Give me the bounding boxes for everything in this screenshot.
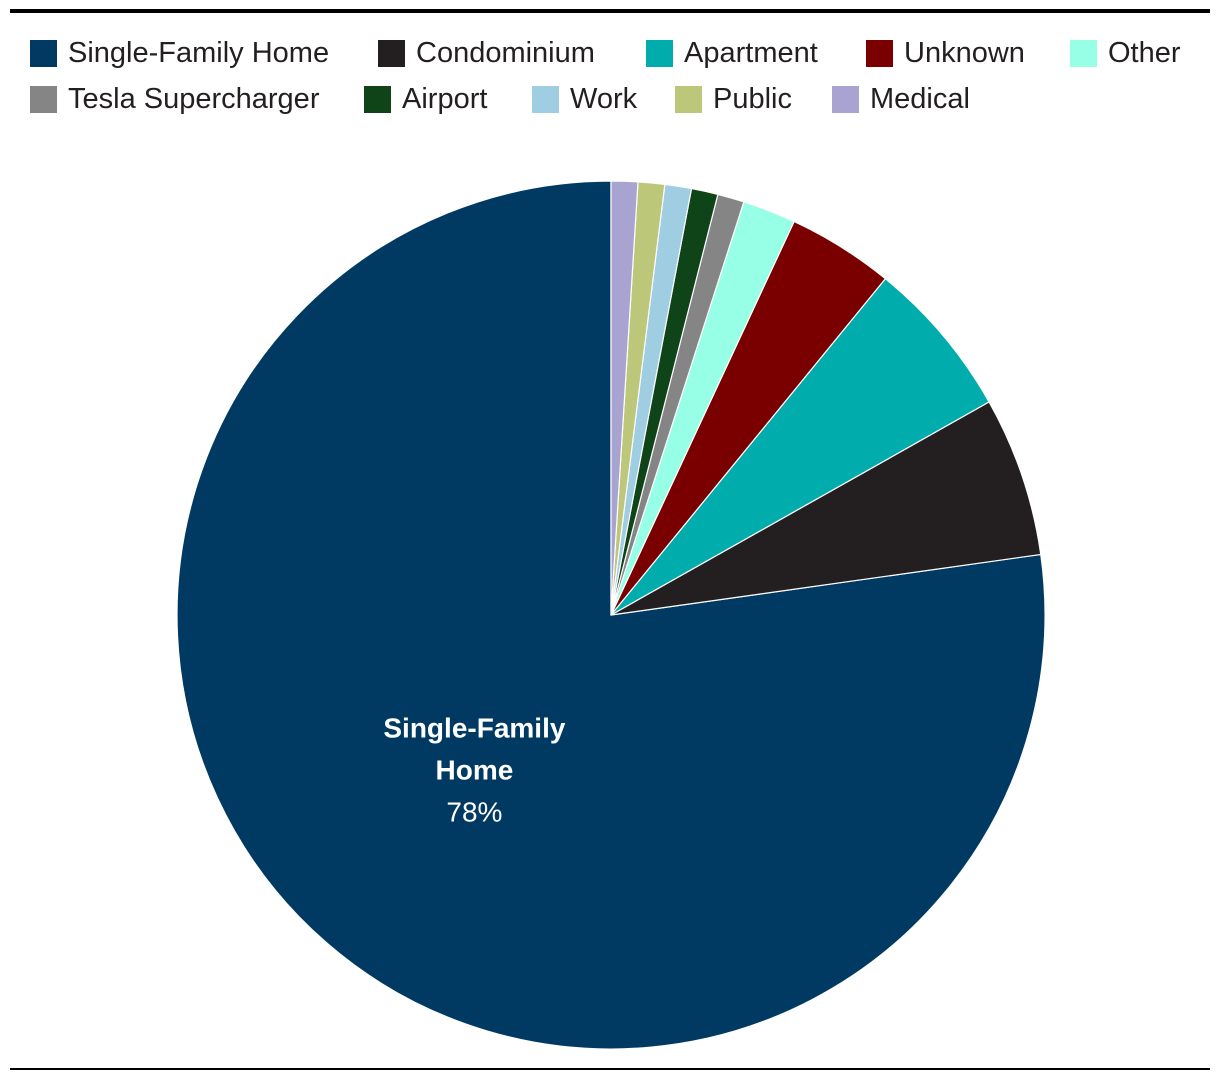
data-label-name: Single-Family: [383, 713, 565, 744]
legend-label: Unknown: [904, 37, 1025, 69]
legend-swatch: [30, 85, 57, 113]
legend-swatch: [364, 85, 391, 113]
pie-data-labels: Single-Family Home 78%: [383, 713, 565, 828]
legend-label: Work: [570, 83, 638, 115]
legend-label: Tesla Supercharger: [68, 83, 320, 115]
pie-slice-condominium: [610, 401, 1042, 616]
legend-label: Other: [1108, 37, 1181, 69]
data-label-value: 78%: [446, 797, 502, 828]
legend-swatch: [1070, 39, 1097, 67]
legend-item-unknown: Unknown: [866, 36, 1025, 70]
legend-label: Condominium: [416, 37, 595, 69]
legend-item-single-family-home: Single-Family Home: [30, 36, 329, 70]
legend-item-airport: Airport: [364, 82, 487, 116]
legend-label: Medical: [870, 83, 970, 115]
bottom-rule: [10, 1068, 1210, 1070]
legend-swatch: [532, 85, 559, 113]
pie-slice-apartment: [610, 277, 990, 616]
legend-label: Single-Family Home: [68, 37, 330, 69]
legend-swatch: [832, 85, 859, 113]
legend-swatch: [646, 39, 673, 67]
data-label-single-family-home: Single-Family Home 78%: [383, 713, 565, 828]
legend-label: Airport: [402, 83, 488, 115]
legend-item-work: Work: [532, 82, 637, 116]
legend-item-condominium: Condominium: [378, 36, 595, 70]
legend-swatch: [378, 39, 405, 67]
pie-slice-medical: [610, 180, 639, 616]
legend-swatch: [866, 39, 893, 67]
legend-label: Apartment: [684, 37, 818, 69]
data-label-name: Home: [436, 755, 514, 786]
legend-item-other: Other: [1070, 36, 1181, 70]
legend-swatch: [675, 85, 702, 113]
top-rule: [10, 9, 1210, 13]
legend-item-apartment: Apartment: [646, 36, 818, 70]
legend-item-medical: Medical: [832, 82, 970, 116]
pie-slices: [176, 180, 1046, 1050]
legend-swatch: [30, 39, 57, 67]
legend-item-tesla-supercharger: Tesla Supercharger: [30, 82, 319, 116]
legend-item-public: Public: [675, 82, 792, 116]
legend-label: Public: [713, 83, 792, 115]
